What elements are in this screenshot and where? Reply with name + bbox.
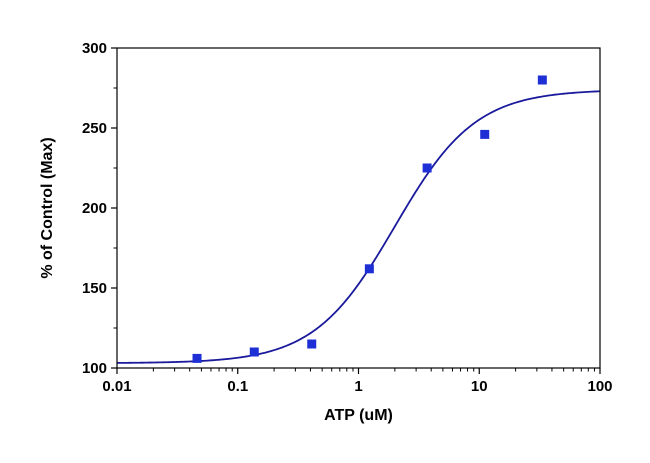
y-tick-label: 300: [82, 40, 107, 57]
data-point: [422, 163, 432, 173]
data-point: [307, 339, 317, 349]
x-tick-label: 100: [587, 378, 612, 395]
fit-curve: [116, 90, 601, 364]
data-point: [192, 353, 202, 363]
y-axis-title: % of Control (Max): [39, 137, 56, 278]
y-tick-label: 150: [82, 280, 107, 297]
x-tick-label: 0.1: [227, 378, 248, 395]
data-point: [537, 75, 547, 85]
data-point: [364, 264, 374, 274]
plot-frame: [116, 47, 601, 369]
x-tick-label: 10: [471, 378, 488, 395]
x-axis-title: ATP (uM): [324, 407, 393, 424]
y-tick-label: 200: [82, 200, 107, 217]
x-tick-label: 1: [354, 378, 362, 395]
y-tick-label: 100: [82, 360, 107, 377]
y-tick-label: 250: [82, 120, 107, 137]
major-ticks: [111, 47, 601, 374]
tick-labels: 0.01 0.1 1 10 100 100 150 200 250 300: [82, 40, 613, 395]
data-points: [192, 75, 547, 363]
data-point: [480, 129, 490, 139]
minor-ticks: [113, 87, 595, 372]
data-point: [249, 347, 259, 357]
x-tick-label: 0.01: [102, 378, 131, 395]
